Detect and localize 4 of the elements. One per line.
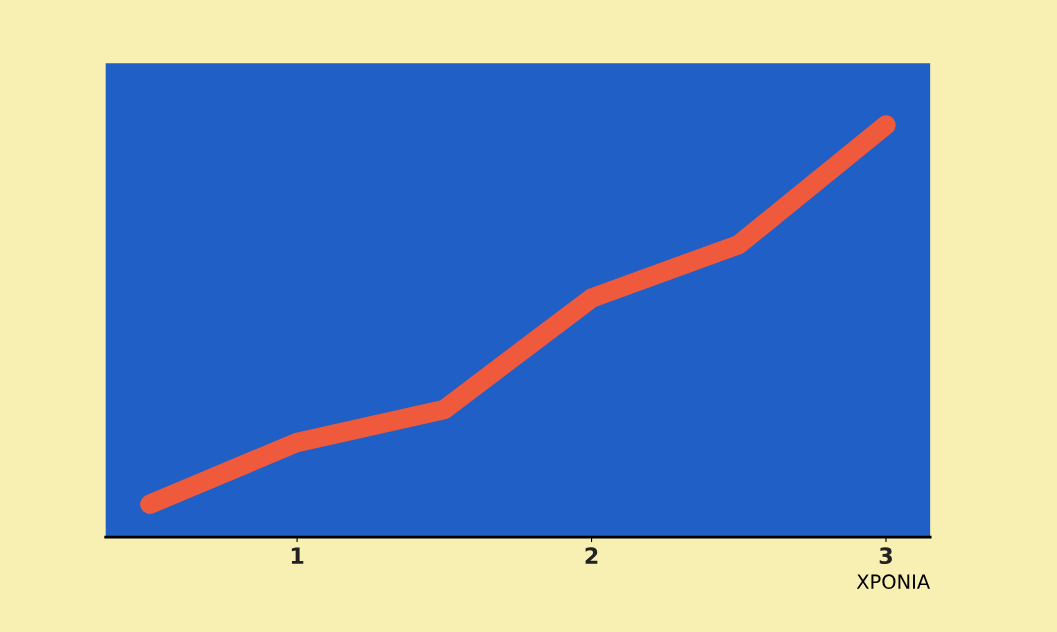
x-tick-label: 2 [585, 547, 598, 564]
x-axis-title: ΧΡΟΝΙΑ [856, 574, 930, 590]
x-tick-label: 1 [291, 547, 304, 564]
x-tick-label: 3 [879, 547, 892, 565]
